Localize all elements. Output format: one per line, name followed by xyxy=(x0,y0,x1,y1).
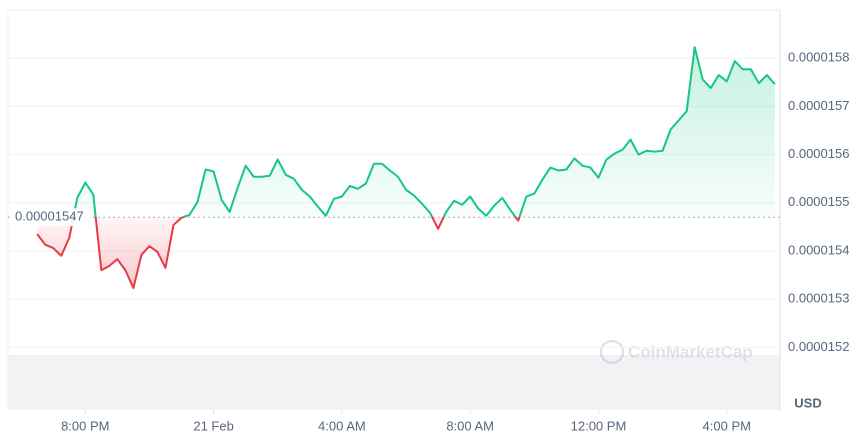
watermark-text: CoinMarketCap xyxy=(628,342,753,361)
y-tick-label: 0.0000155 xyxy=(788,194,849,209)
x-tick-label: 4:00 PM xyxy=(703,418,751,433)
y-unit: USD xyxy=(794,395,821,410)
x-tick-label: 8:00 PM xyxy=(61,418,109,433)
y-tick-label: 0.0000153 xyxy=(788,291,849,306)
watermark-logo xyxy=(599,339,625,365)
x-tick-label: 21 Feb xyxy=(193,418,233,433)
y-tick-label: 0.0000154 xyxy=(788,242,849,257)
area-fill xyxy=(37,47,775,289)
x-tick-label: 4:00 AM xyxy=(318,418,366,433)
volume-band xyxy=(8,355,780,410)
y-tick-label: 0.0000157 xyxy=(788,98,849,113)
y-tick-label: 0.0000152 xyxy=(788,339,849,354)
x-tick-label: 12:00 PM xyxy=(571,418,627,433)
y-tick-label: 0.0000156 xyxy=(788,146,849,161)
x-tick-label: 8:00 AM xyxy=(446,418,494,433)
price-line xyxy=(36,46,776,290)
y-tick-label: 0.0000158 xyxy=(788,50,849,65)
baseline-label: 0.00001547 xyxy=(15,209,84,224)
baseline-label-bg xyxy=(10,208,92,227)
